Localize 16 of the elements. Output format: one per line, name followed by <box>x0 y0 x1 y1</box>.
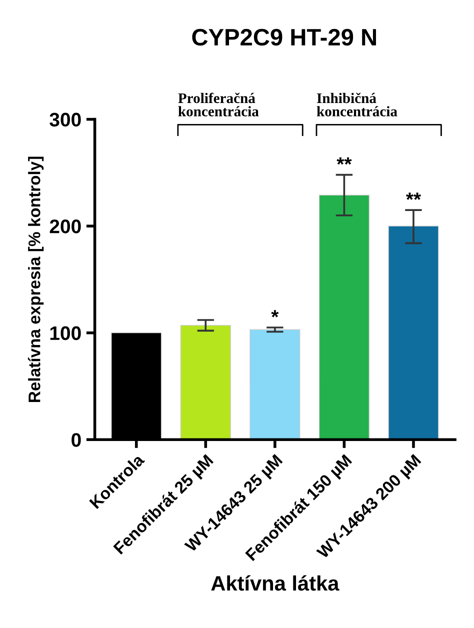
bar <box>388 226 439 440</box>
y-tick-label: 0 <box>72 433 81 447</box>
bar <box>318 194 370 440</box>
bar <box>250 329 300 440</box>
y-tick-label: 300 <box>50 112 81 127</box>
annotation: ** <box>336 157 352 165</box>
annotation: ** <box>406 192 422 200</box>
bar <box>180 325 231 440</box>
text: Proliferačná koncentrácia <box>178 92 259 116</box>
y-tick-label: 200 <box>50 220 81 234</box>
annotation: * <box>271 310 279 318</box>
x-axis-title: Aktívna látka <box>211 575 340 591</box>
text: Inhibičná koncentrácia <box>316 92 398 116</box>
y-tick-label: 100 <box>50 326 81 340</box>
y-axis-title: Relatívna expresia [% kontroly] <box>28 156 44 402</box>
chart-title: CYP2C9 HT-29 N <box>192 28 376 46</box>
